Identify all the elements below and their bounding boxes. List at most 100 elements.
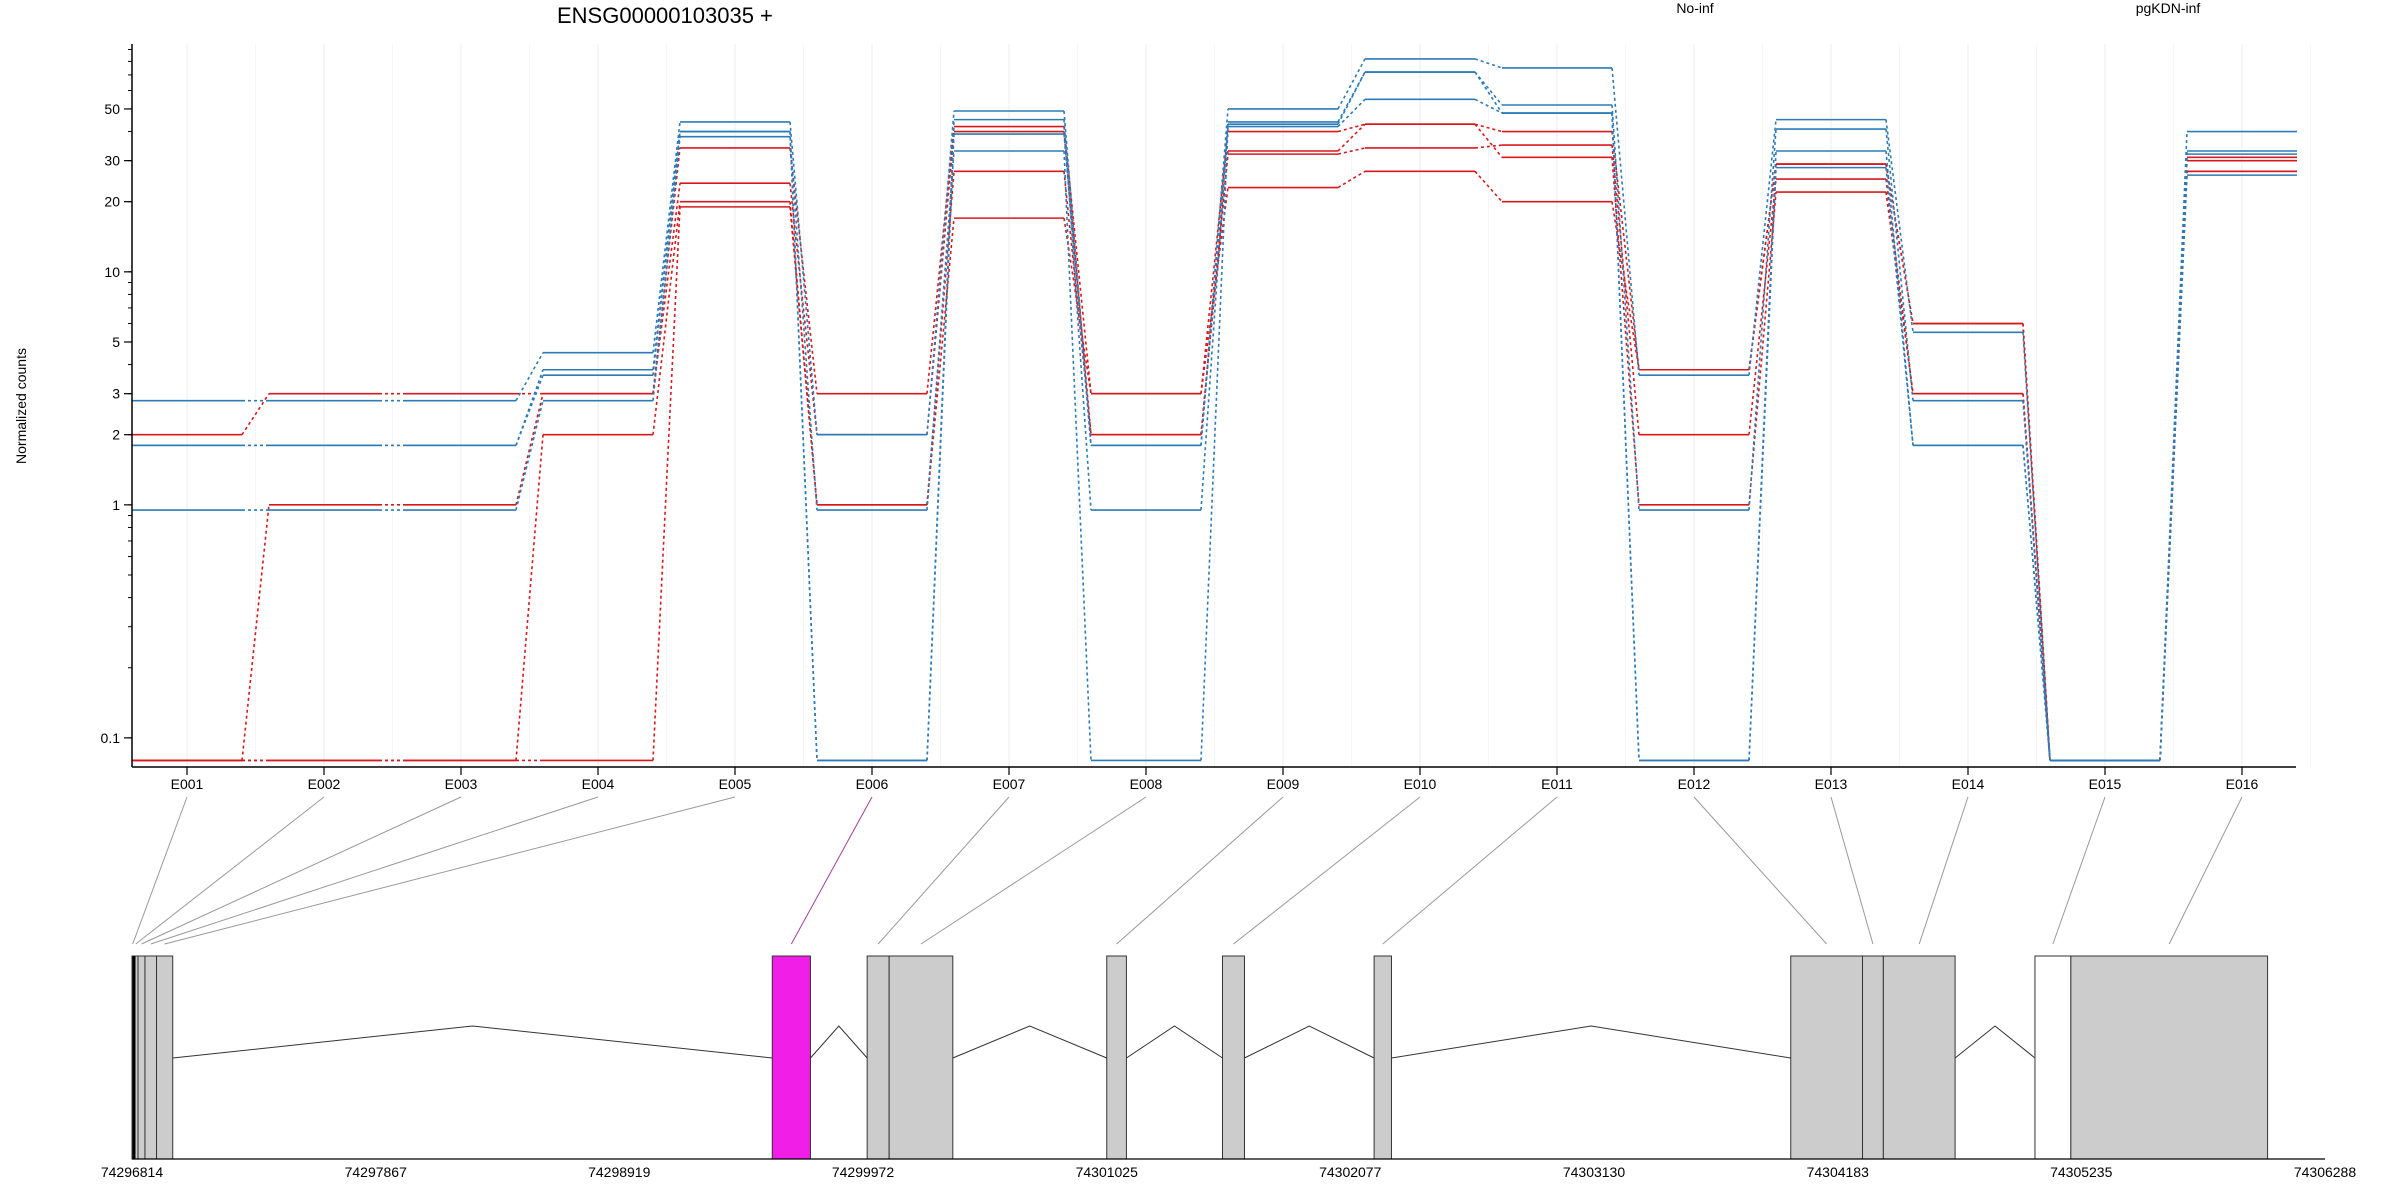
series-connector (1885, 167, 1914, 446)
y-tick-label: 0.1 (101, 730, 121, 746)
y-tick-label: 3 (112, 386, 120, 402)
coordinate-label: 74305235 (2050, 1164, 2113, 1180)
x-tick-label-e012: E012 (1678, 776, 1711, 792)
series-connector (1885, 191, 1914, 394)
series-connector (1474, 123, 1503, 158)
series-connector (789, 131, 818, 761)
exon-block-e016 (2070, 955, 2269, 1160)
connector-e013 (1830, 796, 1874, 945)
x-tick-label-e007: E007 (993, 776, 1026, 792)
series-connector (1200, 126, 1229, 761)
series-connector (2159, 154, 2188, 761)
exon-block-e009 (1106, 955, 1127, 1160)
series-connector (1063, 110, 1092, 446)
series-connector (1611, 104, 1640, 511)
series-connector (1748, 191, 1777, 505)
y-tick-label: 30 (104, 153, 120, 169)
coordinate-label: 74299972 (832, 1164, 895, 1180)
series-connector (2022, 400, 2051, 761)
coordinate-label: 74301025 (1076, 1164, 1139, 1180)
series-connector (926, 134, 955, 761)
series-connector (515, 393, 544, 506)
coordinate-label: 74298919 (588, 1164, 651, 1180)
exon-block-e015 (2034, 955, 2072, 1160)
coordinate-label: 74306288 (2294, 1164, 2357, 1180)
series-connector (1063, 119, 1092, 511)
connector-e011 (1382, 796, 1558, 945)
y-tick-label: 50 (104, 101, 120, 117)
series-connector (1474, 98, 1503, 114)
x-tick-label-e008: E008 (1130, 776, 1163, 792)
series-connector (1337, 170, 1366, 189)
x-tick-label-e015: E015 (2089, 776, 2122, 792)
series-connector (2022, 445, 2051, 761)
exon-block-e003 (137, 955, 146, 1160)
series-connector (789, 136, 818, 511)
connector-e008 (920, 796, 1147, 945)
series-connector (1474, 170, 1503, 203)
series-connector (1748, 128, 1777, 511)
y-axis-label: Normalized counts (13, 348, 29, 464)
connector-e003 (141, 796, 462, 945)
series-connector (515, 434, 544, 761)
x-tick-label-e014: E014 (1952, 776, 1985, 792)
series-connector (1611, 201, 1640, 370)
connector-e006 (790, 796, 873, 945)
series-connector (926, 150, 955, 511)
x-tick-label-e006: E006 (856, 776, 889, 792)
series-connector (1337, 147, 1366, 155)
series-connector (1337, 98, 1366, 128)
exon-block-e011 (1373, 955, 1392, 1160)
series-connector (1337, 123, 1366, 133)
series-connector (1337, 71, 1366, 125)
x-tick-label-e004: E004 (582, 776, 615, 792)
connector-e004 (150, 796, 599, 945)
x-tick-label-e016: E016 (2226, 776, 2259, 792)
series-connector (241, 393, 270, 436)
coordinate-label: 74302077 (1319, 1164, 1382, 1180)
y-tick-label: 10 (104, 264, 120, 280)
connector-e001 (132, 796, 188, 945)
series-connector (515, 400, 544, 511)
series-connector (1748, 163, 1777, 370)
connector-e014 (1918, 796, 1969, 945)
series-connector (1748, 119, 1777, 376)
x-tick-label-e011: E011 (1541, 776, 1573, 792)
exon-block-e010 (1221, 955, 1245, 1160)
exon-connectors (132, 796, 2243, 945)
series-lines (132, 58, 2297, 762)
connector-e007 (877, 796, 1010, 945)
exon-block-e012 (1790, 955, 1864, 1160)
connector-e009 (1116, 796, 1284, 945)
x-tick-label-e013: E013 (1815, 776, 1848, 792)
series-connector (789, 121, 818, 435)
intron-line (952, 1025, 1107, 1059)
intron-line (1126, 1025, 1223, 1059)
series-connector (1474, 58, 1503, 69)
series-connector (1474, 144, 1503, 149)
series-connector (1611, 131, 1640, 370)
exon-block-e007 (866, 955, 890, 1160)
x-tick-label-e005: E005 (719, 776, 752, 792)
y-tick-label: 5 (112, 334, 120, 350)
series-connector (652, 121, 681, 353)
connector-e005 (164, 796, 736, 945)
series-connector (2159, 175, 2188, 761)
y-tick-label: 20 (104, 194, 120, 210)
series-connector (515, 374, 544, 446)
series-pgkdn-inf-8 (132, 98, 2297, 762)
intron-line (1954, 1025, 2036, 1059)
legend-no-inf: No-inf (1676, 0, 1713, 16)
x-tick-label-e002: E002 (308, 776, 341, 792)
series-connector (926, 110, 955, 435)
intron-line (172, 1025, 773, 1059)
series-connector (1748, 179, 1777, 435)
series-connector (1748, 167, 1777, 761)
intron-line (810, 1025, 868, 1059)
axes: 0.1 1 2 3 5 10 20 30 50 E001 E002 E003 E004 E005 E006 E… (101, 44, 2296, 792)
chart-title: ENSG00000103035 + (557, 3, 773, 28)
series-connector (1474, 71, 1503, 114)
x-tick-label-e010: E010 (1404, 776, 1437, 792)
connector-e002 (135, 796, 325, 945)
series-connector (1337, 123, 1366, 152)
